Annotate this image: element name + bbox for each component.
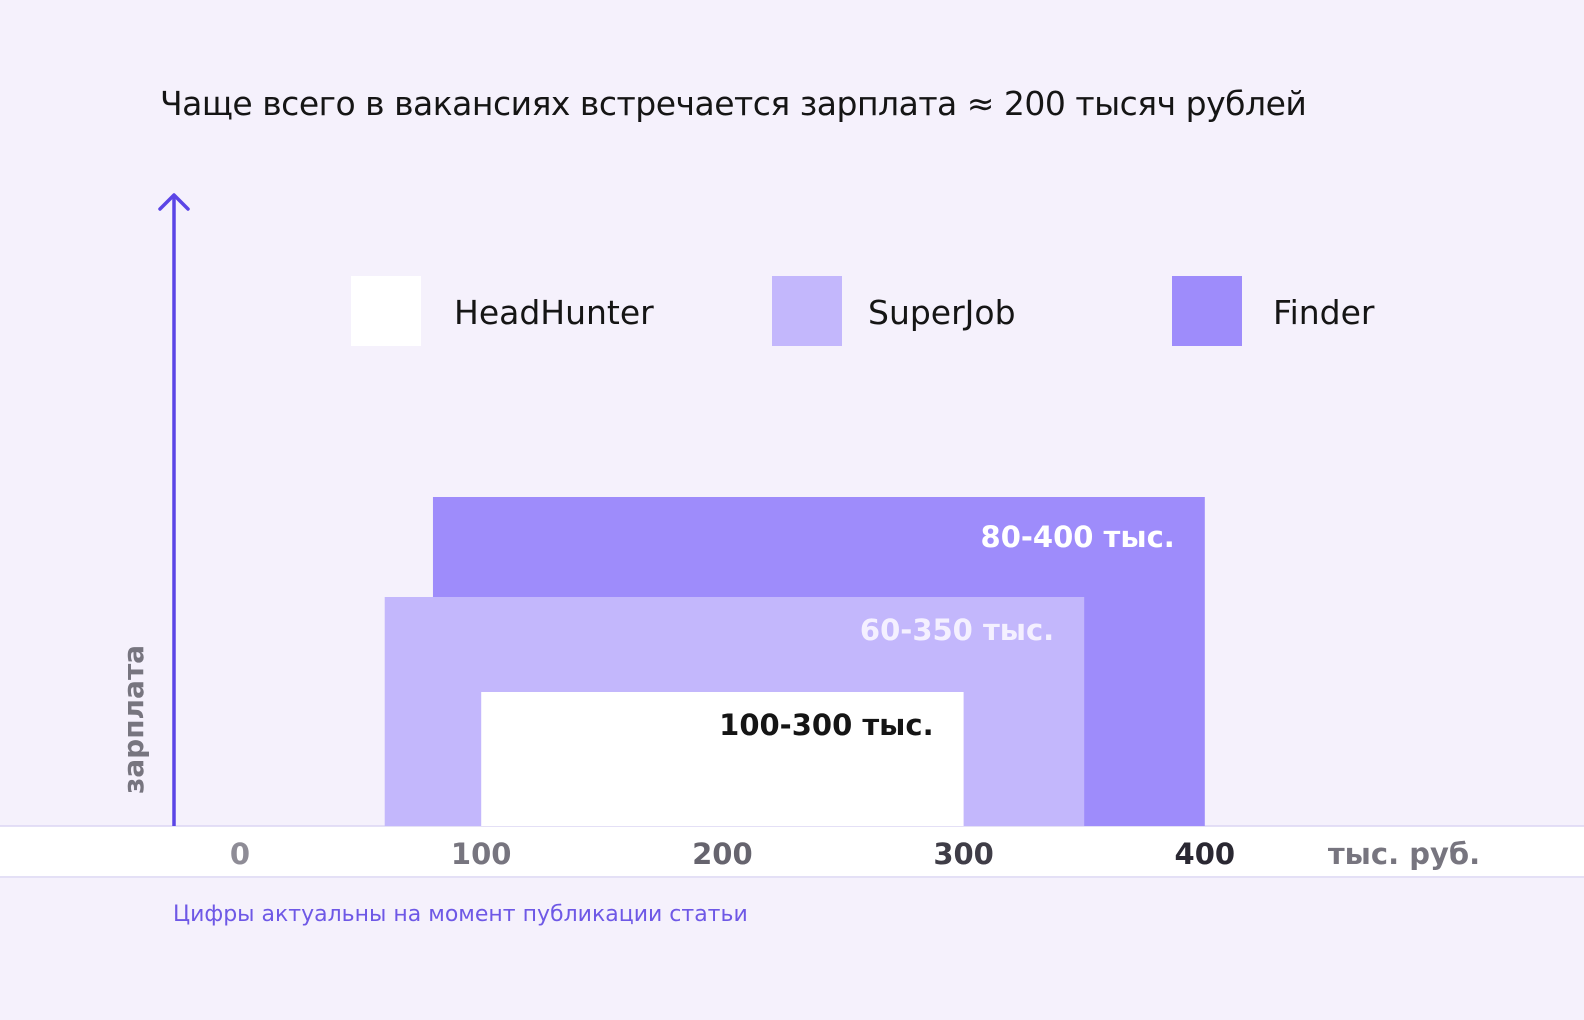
legend-label-headhunter: HeadHunter [454, 293, 654, 332]
x-tick-label-0: 0 [230, 837, 250, 871]
legend-label-finder: Finder [1273, 293, 1375, 332]
legend-swatch-finder [1172, 276, 1242, 346]
legend-label-superjob: SuperJob [868, 293, 1016, 332]
y-axis-arrowhead [158, 193, 190, 211]
x-tick-label-100: 100 [451, 837, 512, 871]
bar-label-headhunter: 100-300 тыс. [719, 708, 933, 742]
x-axis-band [0, 826, 1584, 878]
x-tick-label-200: 200 [692, 837, 753, 871]
y-axis-label: зарплата [117, 645, 150, 794]
footnote: Цифры актуальны на момент публикации ста… [173, 902, 748, 927]
legend-swatch-headhunter [351, 276, 421, 346]
bar-label-finder: 80-400 тыс. [981, 520, 1175, 554]
legend-swatch-superjob [772, 276, 842, 346]
chart-title: Чаще всего в вакансиях встречается зарпл… [160, 84, 1307, 123]
legend: HeadHunter SuperJob Finder [351, 276, 1375, 346]
bar-label-superjob: 60-350 тыс. [860, 613, 1054, 647]
x-tick-label-300: 300 [933, 837, 994, 871]
x-axis-unit-label: тыс. руб. [1328, 837, 1480, 871]
bar-headhunter [481, 692, 964, 826]
x-tick-label-400: 400 [1175, 837, 1236, 871]
bars-group: 80-400 тыс. 60-350 тыс. 100-300 тыс. [384, 497, 1205, 826]
x-axis-ticks: 0 100 200 300 400 [230, 837, 1235, 871]
